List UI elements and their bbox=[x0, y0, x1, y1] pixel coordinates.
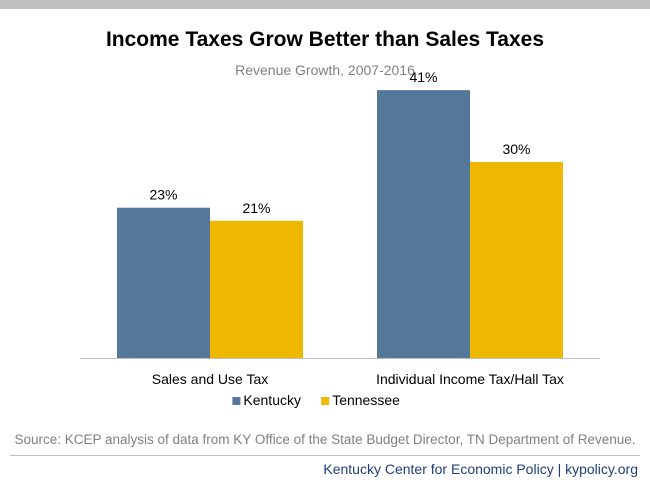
data-label-kentucky-0: 23% bbox=[149, 187, 177, 203]
top-border-bar bbox=[0, 0, 650, 9]
data-label-tennessee-1: 30% bbox=[502, 141, 530, 157]
bar-kentucky-1 bbox=[377, 90, 470, 358]
data-label-kentucky-1: 41% bbox=[409, 69, 437, 85]
footer-divider bbox=[10, 455, 640, 456]
category-label-1: Individual Income Tax/Hall Tax bbox=[376, 371, 564, 387]
data-label-tennessee-0: 21% bbox=[242, 200, 270, 216]
category-label-0: Sales and Use Tax bbox=[152, 371, 268, 387]
chart-title: Income Taxes Grow Better than Sales Taxe… bbox=[105, 28, 545, 51]
legend-label-kentucky: Kentucky bbox=[243, 392, 301, 408]
legend-swatch-kentucky bbox=[232, 397, 241, 405]
footer-credit: Kentucky Center for Economic Policy | ky… bbox=[323, 461, 638, 477]
bar-chart: 23% 21% Sales and Use Tax 41% 30% Individual … bbox=[80, 69, 600, 408]
bar-tennessee-1 bbox=[470, 162, 563, 358]
bar-tennessee-0 bbox=[210, 220, 303, 358]
chart-subtitle: Revenue Growth, 2007-2016 bbox=[235, 62, 415, 78]
source-note: Source: KCEP analysis of data from KY Of… bbox=[14, 432, 636, 447]
legend-label-tennessee: Tennessee bbox=[332, 392, 400, 408]
legend-swatch-tennessee bbox=[321, 397, 330, 405]
bar-kentucky-0 bbox=[117, 207, 210, 358]
